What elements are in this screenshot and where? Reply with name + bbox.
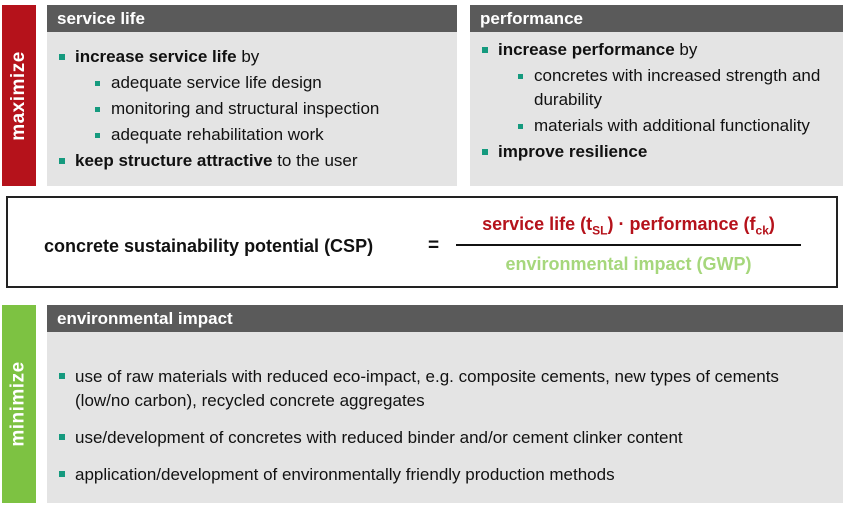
performance-list: increase performance by concretes with i… [482,38,833,164]
item-text: use of raw materials with reduced eco-im… [75,367,779,410]
numerator-text: ) [768,214,775,234]
formula-denominator: environmental impact (GWP) [505,254,752,274]
maximize-tab: maximize [2,5,36,186]
numerator-text: service life (t [482,214,593,234]
square-bullet-icon [482,149,488,155]
service-life-panel: service life increase service life by ad… [47,5,457,186]
square-bullet-icon [59,54,65,60]
environmental-impact-title: environmental impact [47,305,843,332]
item-bold: keep structure attractive [75,151,273,170]
square-bullet-icon [95,133,100,138]
list-item: improve resilience [482,140,833,164]
square-bullet-icon [518,74,523,79]
performance-panel: performance increase performance by conc… [470,5,843,186]
item-bold: increase performance [498,40,675,59]
item-text: by [236,47,260,66]
list-item: monitoring and structural inspection [95,97,379,121]
csp-label: concrete sustainability potential (CSP) [44,236,374,256]
numerator-text: ) · performance (f [607,214,756,234]
list-item: increase service life by adequate servic… [59,45,379,147]
sub-item-text: concretes with increased strength and du… [534,66,821,109]
square-bullet-icon [59,434,65,440]
square-bullet-icon [518,124,523,129]
list-item: adequate service life design [95,71,379,95]
sub-item-text: monitoring and structural inspection [111,99,380,118]
square-bullet-icon [59,158,65,164]
list-item: increase performance by concretes with i… [482,38,833,138]
list-item: keep structure attractive to the user [59,149,379,173]
formula-numerator: service life (tSL) · performance (fck) [456,214,801,238]
list-item: concretes with increased strength and du… [518,64,833,112]
minimize-label: minimize [8,361,29,447]
sub-item-text: adequate service life design [111,73,322,92]
performance-title: performance [470,5,843,32]
item-bold: improve resilience [498,142,648,161]
square-bullet-icon [59,373,65,379]
list-item: use of raw materials with reduced eco-im… [59,365,803,413]
numerator-subscript: SL [592,223,608,238]
sub-item-text: adequate rehabilitation work [111,125,324,144]
square-bullet-icon [95,107,100,112]
equals-sign: = [428,235,440,256]
item-text: application/development of environmental… [75,465,615,484]
numerator-subscript: ck [755,223,769,238]
item-bold: increase service life [75,47,237,66]
square-bullet-icon [95,81,100,86]
list-item: application/development of environmental… [59,463,803,487]
maximize-label: maximize [8,50,30,141]
square-bullet-icon [482,47,488,53]
environmental-impact-panel: environmental impact use of raw material… [47,305,843,503]
list-item: adequate rehabilitation work [95,123,379,147]
csp-formula-box: concrete sustainability potential (CSP) … [6,196,838,288]
environmental-impact-list: use of raw materials with reduced eco-im… [59,365,803,500]
item-text: to the user [272,151,358,170]
service-life-title: service life [47,5,457,32]
sub-item-text: materials with additional functionality [534,116,810,135]
fraction-line [456,244,801,246]
square-bullet-icon [59,471,65,477]
service-life-list: increase service life by adequate servic… [59,45,379,173]
list-item: use/development of concretes with reduce… [59,426,803,450]
minimize-tab: minimize [2,305,36,503]
item-text: by [674,40,698,59]
item-text: use/development of concretes with reduce… [75,428,683,447]
list-item: materials with additional functionality [518,114,833,138]
